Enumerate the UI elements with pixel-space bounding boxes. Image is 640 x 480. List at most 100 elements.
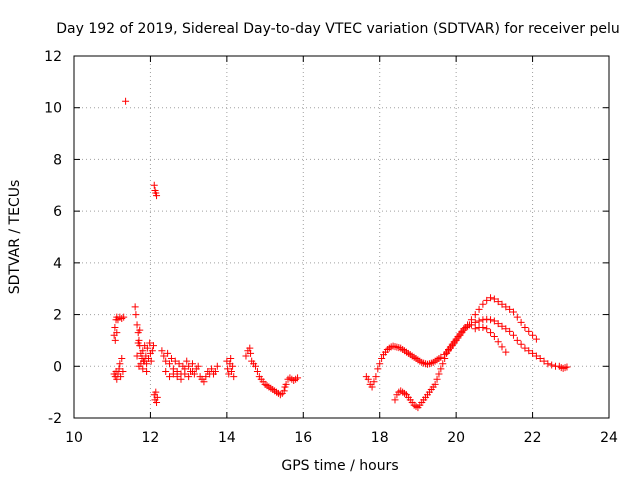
data-point [532, 352, 540, 360]
data-point [483, 325, 491, 333]
data-point [364, 375, 372, 383]
data-point [200, 378, 208, 386]
data-point [111, 336, 119, 344]
data-point [150, 181, 158, 189]
x-axis-label: GPS time / hours [281, 458, 398, 474]
x-tick-label: 16 [294, 430, 312, 446]
data-point [167, 355, 175, 363]
data-point [490, 317, 498, 325]
y-tick-label: 4 [53, 256, 62, 272]
data-point [147, 357, 155, 365]
data-point [517, 318, 525, 326]
data-point [475, 317, 483, 325]
data-point [153, 393, 161, 401]
data-point [166, 360, 174, 368]
data-point [498, 322, 506, 330]
data-point [391, 396, 399, 404]
data-point [208, 365, 216, 373]
x-tick-label: 18 [371, 430, 389, 446]
data-point [487, 316, 495, 324]
data-point [479, 300, 487, 308]
data-point [506, 305, 514, 313]
data-point [224, 365, 232, 373]
data-point [439, 360, 447, 368]
data-point [227, 355, 235, 363]
data-point [227, 367, 235, 375]
y-tick-label: 2 [53, 308, 62, 324]
data-point [175, 360, 183, 368]
data-point [487, 294, 495, 302]
data-point [483, 296, 491, 304]
data-point [185, 373, 193, 381]
data-point [134, 339, 142, 347]
data-point [117, 373, 125, 381]
data-point [487, 329, 495, 337]
data-point [513, 336, 521, 344]
data-point [132, 311, 140, 319]
data-point [118, 355, 126, 363]
data-point [181, 370, 189, 378]
data-point [374, 365, 382, 373]
data-points [110, 97, 571, 412]
data-point [148, 347, 156, 355]
data-point [423, 360, 431, 368]
data-point [498, 300, 506, 308]
data-point [211, 367, 219, 375]
data-point [467, 321, 475, 329]
data-point [498, 343, 506, 351]
data-point [391, 343, 399, 351]
y-tick-label: 8 [53, 152, 62, 168]
data-point [548, 361, 556, 369]
data-point [490, 295, 498, 303]
data-point [435, 370, 443, 378]
data-point [131, 303, 139, 311]
data-point [113, 375, 121, 383]
data-point [152, 388, 160, 396]
data-point [188, 360, 196, 368]
data-point [139, 347, 147, 355]
data-point [188, 367, 196, 375]
data-point [471, 311, 479, 319]
data-point [471, 325, 479, 333]
data-point [113, 329, 121, 337]
data-point [471, 318, 479, 326]
data-point [502, 325, 510, 333]
data-point [116, 360, 124, 368]
axis-ticks [73, 55, 610, 419]
data-point [164, 349, 172, 357]
data-point [521, 324, 529, 331]
data-point [376, 360, 384, 368]
data-point [509, 308, 517, 316]
data-point [529, 331, 537, 339]
data-point [494, 320, 502, 328]
x-tick-label: 24 [600, 430, 618, 446]
data-point [213, 362, 221, 370]
data-point [412, 402, 420, 410]
data-point [160, 352, 168, 360]
data-point [133, 321, 141, 329]
data-point [521, 344, 529, 352]
data-point [122, 97, 130, 105]
data-point [202, 373, 210, 381]
data-point [479, 316, 487, 324]
data-point [517, 340, 525, 348]
data-point [120, 313, 128, 321]
data-point [133, 352, 141, 360]
data-point [111, 324, 119, 331]
data-point [372, 373, 380, 381]
data-point [194, 362, 202, 370]
data-point [437, 353, 445, 361]
data-point [247, 349, 255, 357]
data-point [490, 333, 498, 341]
data-point [137, 360, 145, 368]
y-tick-label: 12 [44, 49, 62, 65]
data-point [502, 348, 510, 356]
y-tick-labels: -2 0 2 4 6 8 10 12 [44, 49, 62, 427]
data-point [162, 357, 170, 365]
data-point [529, 349, 537, 357]
data-point [395, 344, 403, 352]
data-point [115, 365, 123, 373]
data-point [173, 373, 181, 381]
y-axis-label: SDTVAR / TECUs [7, 180, 23, 295]
data-point [437, 365, 445, 373]
